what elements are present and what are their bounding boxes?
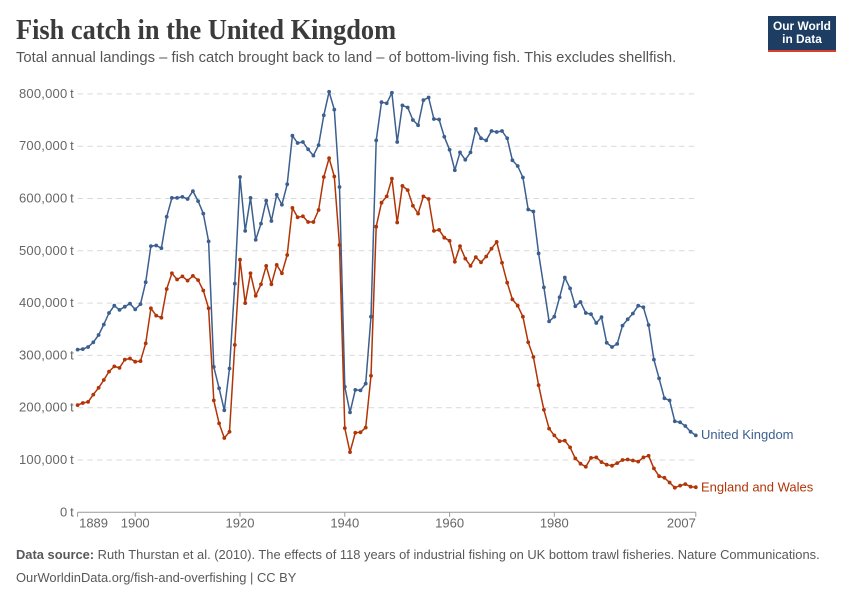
svg-text:1889: 1889	[79, 516, 108, 531]
svg-text:1940: 1940	[330, 516, 359, 531]
svg-text:2007: 2007	[667, 516, 696, 531]
svg-text:700,000 t: 700,000 t	[19, 138, 74, 153]
svg-text:1900: 1900	[121, 516, 150, 531]
svg-text:England and Wales: England and Wales	[701, 480, 814, 495]
svg-text:100,000 t: 100,000 t	[19, 452, 74, 467]
svg-text:800,000 t: 800,000 t	[19, 86, 74, 101]
svg-text:United Kingdom: United Kingdom	[701, 427, 794, 442]
svg-text:600,000 t: 600,000 t	[19, 191, 74, 206]
svg-text:0 t: 0 t	[60, 504, 74, 519]
svg-text:300,000 t: 300,000 t	[19, 347, 74, 362]
svg-text:400,000 t: 400,000 t	[19, 295, 74, 310]
svg-text:200,000 t: 200,000 t	[19, 400, 74, 415]
svg-text:500,000 t: 500,000 t	[19, 243, 74, 258]
svg-text:1960: 1960	[435, 516, 464, 531]
svg-text:1980: 1980	[540, 516, 569, 531]
svg-text:1920: 1920	[226, 516, 255, 531]
